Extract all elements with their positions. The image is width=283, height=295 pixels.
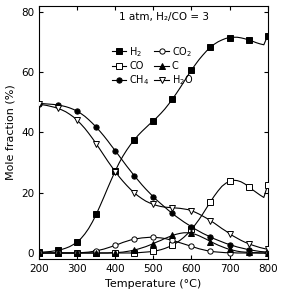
H$_2$ bbox=[190, 68, 193, 72]
H$_2$ bbox=[228, 36, 231, 39]
CO$_2$ bbox=[76, 251, 79, 255]
H$_2$ bbox=[152, 119, 155, 123]
CH$_4$ bbox=[95, 125, 98, 129]
Line: C: C bbox=[37, 231, 270, 256]
CO bbox=[209, 200, 212, 204]
H$_2$O bbox=[76, 119, 79, 122]
H$_2$ bbox=[209, 45, 212, 49]
C bbox=[76, 251, 79, 255]
C bbox=[113, 251, 117, 255]
Line: CO$_2$: CO$_2$ bbox=[37, 235, 270, 256]
Y-axis label: Mole fraction (%): Mole fraction (%) bbox=[6, 84, 16, 180]
H$_2$O bbox=[37, 102, 41, 106]
CH$_4$ bbox=[76, 109, 79, 113]
H$_2$O bbox=[113, 170, 117, 173]
CO bbox=[190, 228, 193, 231]
C bbox=[266, 251, 269, 255]
H$_2$ bbox=[56, 248, 60, 252]
Legend: H$_2$, CO, CH$_4$, CO$_2$, C, H$_2$O: H$_2$, CO, CH$_4$, CO$_2$, C, H$_2$O bbox=[108, 41, 197, 91]
H$_2$O bbox=[228, 232, 231, 235]
H$_2$O bbox=[247, 242, 250, 245]
Line: H$_2$: H$_2$ bbox=[37, 33, 270, 255]
CH$_4$ bbox=[247, 248, 250, 251]
C bbox=[37, 251, 41, 255]
CO$_2$ bbox=[190, 245, 193, 248]
CO bbox=[113, 251, 117, 255]
H$_2$O bbox=[133, 191, 136, 195]
X-axis label: Temperature (°C): Temperature (°C) bbox=[105, 279, 201, 289]
CO$_2$ bbox=[209, 249, 212, 253]
H$_2$O bbox=[209, 219, 212, 222]
CH$_4$ bbox=[209, 235, 212, 239]
CO bbox=[56, 251, 60, 255]
CO$_2$ bbox=[228, 251, 231, 255]
CO bbox=[247, 185, 250, 189]
CO$_2$ bbox=[37, 251, 41, 255]
CO bbox=[171, 243, 174, 247]
H$_2$ bbox=[133, 138, 136, 142]
H$_2$ bbox=[37, 251, 41, 254]
Line: CH$_4$: CH$_4$ bbox=[37, 101, 270, 255]
CH$_4$ bbox=[56, 103, 60, 107]
H$_2$O bbox=[152, 203, 155, 206]
Line: H$_2$O: H$_2$O bbox=[37, 101, 270, 252]
CO$_2$ bbox=[113, 243, 117, 247]
C bbox=[247, 251, 250, 254]
H$_2$ bbox=[171, 97, 174, 101]
H$_2$O bbox=[190, 209, 193, 212]
CO$_2$ bbox=[152, 235, 155, 239]
CH$_4$ bbox=[228, 243, 231, 246]
H$_2$ bbox=[76, 240, 79, 244]
CO bbox=[95, 251, 98, 255]
H$_2$ bbox=[95, 213, 98, 216]
CH$_4$ bbox=[113, 149, 117, 153]
CH$_4$ bbox=[266, 250, 269, 254]
H$_2$ bbox=[266, 34, 269, 37]
C bbox=[56, 251, 60, 255]
CH$_4$ bbox=[133, 174, 136, 178]
H$_2$ bbox=[113, 169, 117, 173]
C bbox=[152, 242, 155, 245]
C bbox=[133, 248, 136, 252]
CO$_2$ bbox=[247, 251, 250, 255]
CO bbox=[266, 183, 269, 187]
C bbox=[190, 232, 193, 235]
Text: 1 atm, H₂/CO = 3: 1 atm, H₂/CO = 3 bbox=[119, 12, 209, 22]
CH$_4$ bbox=[152, 195, 155, 199]
H$_2$O bbox=[266, 248, 269, 251]
H$_2$ bbox=[247, 38, 250, 42]
C bbox=[95, 251, 98, 255]
CO bbox=[228, 179, 231, 183]
CO$_2$ bbox=[266, 251, 269, 255]
CO bbox=[37, 251, 41, 255]
CH$_4$ bbox=[190, 225, 193, 229]
CO bbox=[152, 249, 155, 253]
H$_2$O bbox=[56, 107, 60, 110]
C bbox=[228, 248, 231, 251]
CO$_2$ bbox=[171, 239, 174, 242]
CH$_4$ bbox=[37, 102, 41, 105]
H$_2$O bbox=[171, 206, 174, 209]
CO$_2$ bbox=[95, 249, 98, 253]
CO bbox=[76, 251, 79, 255]
CO$_2$ bbox=[56, 251, 60, 255]
CH$_4$ bbox=[171, 212, 174, 215]
CO bbox=[133, 251, 136, 255]
CO$_2$ bbox=[133, 237, 136, 241]
Line: CO: CO bbox=[37, 178, 270, 256]
C bbox=[171, 234, 174, 237]
C bbox=[209, 240, 212, 243]
H$_2$O bbox=[95, 142, 98, 145]
